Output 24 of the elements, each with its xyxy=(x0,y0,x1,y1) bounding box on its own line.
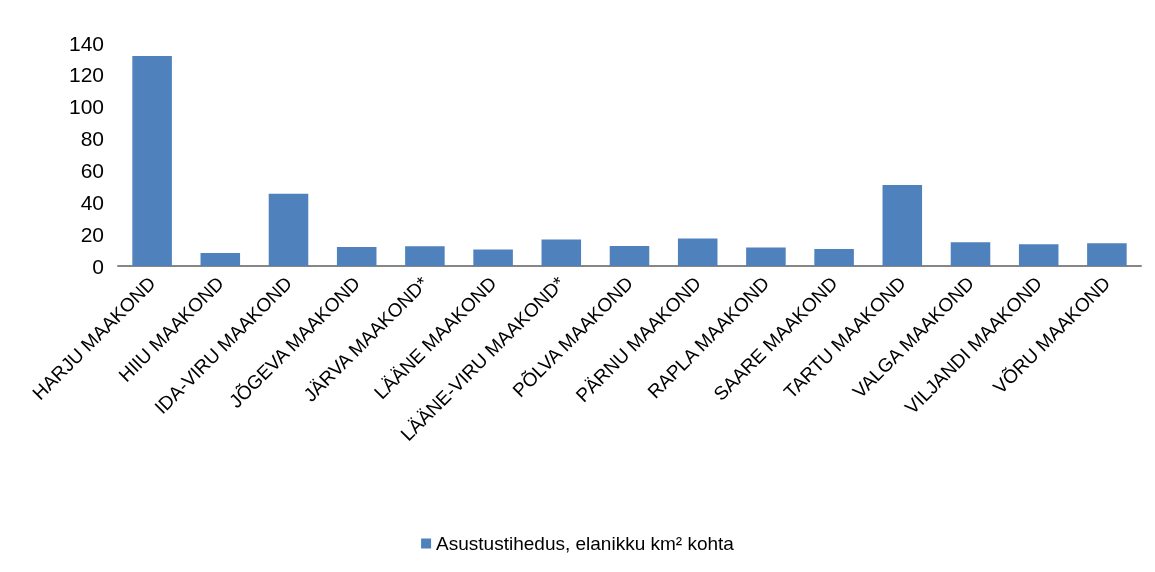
bar xyxy=(609,245,650,266)
bar xyxy=(950,242,991,266)
legend-label: Asustustihedus, elanikku km² kohta xyxy=(436,533,735,554)
y-tick-label: 80 xyxy=(80,127,104,151)
bar xyxy=(405,246,445,266)
bar xyxy=(677,238,718,266)
bar xyxy=(814,248,854,266)
y-tick-label: 40 xyxy=(80,190,104,214)
y-tick-label: 140 xyxy=(68,31,104,55)
bar xyxy=(541,239,582,266)
bar xyxy=(473,249,513,266)
bar xyxy=(268,193,309,266)
bar xyxy=(1018,244,1059,266)
y-tick-label: 100 xyxy=(68,95,104,119)
y-tick-label: 0 xyxy=(92,254,104,278)
bar xyxy=(336,246,377,266)
bar xyxy=(1087,243,1127,266)
y-tick-label: 20 xyxy=(80,222,104,246)
bar xyxy=(746,247,786,266)
y-tick-label: 60 xyxy=(80,158,104,182)
y-tick-label: 120 xyxy=(68,63,104,87)
bar xyxy=(200,252,241,266)
bar xyxy=(882,184,923,266)
bar xyxy=(132,56,172,266)
